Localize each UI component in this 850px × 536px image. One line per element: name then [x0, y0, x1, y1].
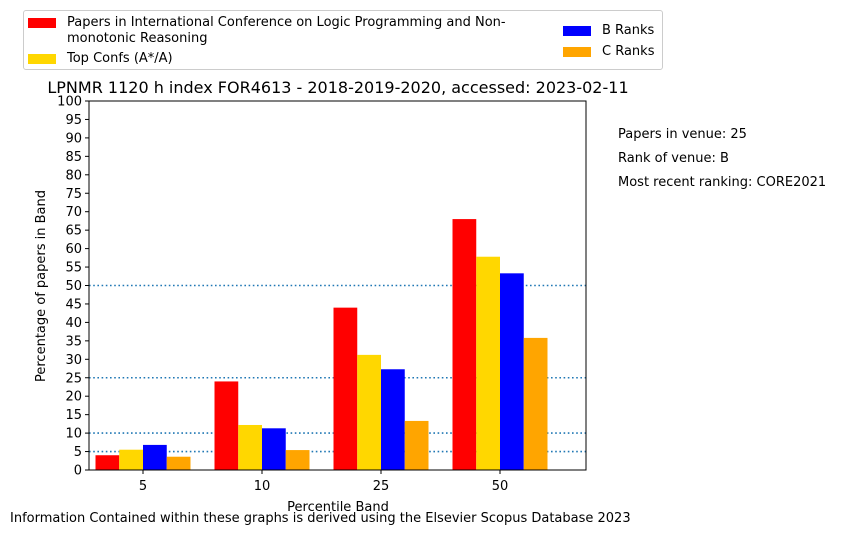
- y-tick-label: 0: [74, 464, 82, 479]
- y-tick-label: 60: [65, 242, 82, 257]
- chart-title: LPNMR 1120 h index FOR4613 - 2018-2019-2…: [47, 78, 628, 97]
- x-tick-label: 50: [492, 479, 509, 494]
- legend-label-b-ranks: B Ranks: [602, 23, 655, 38]
- y-tick-label: 100: [57, 95, 82, 110]
- legend-label-top-confs: Top Confs (A*/A): [67, 51, 173, 66]
- recent-ranking-note: Most recent ranking: CORE2021: [618, 175, 827, 190]
- y-tick-label: 85: [65, 150, 82, 165]
- bar-50-series-2: [500, 273, 524, 470]
- bar-10-series-0: [214, 381, 239, 470]
- y-tick-label: 10: [65, 427, 82, 442]
- bar-5-series-3: [166, 456, 191, 470]
- legend-swatch-orange: [563, 47, 591, 57]
- y-tick-label: 15: [65, 408, 82, 423]
- x-axis: 5 10 25 50: [139, 470, 508, 494]
- bar-group: [95, 219, 548, 470]
- venue-rank-note: Rank of venue: B: [618, 151, 729, 166]
- bar-50-series-3: [523, 337, 548, 470]
- y-tick-label: 80: [65, 168, 82, 183]
- legend-item-venue: Papers in International Conference on Lo…: [28, 15, 506, 47]
- legend-swatch-red: [28, 18, 56, 28]
- y-axis: 0 5 10 15 20 25 30 35 40 45 50 55 60 65 70 75 80 85 90 95 10…: [57, 95, 89, 479]
- bar-10-series-2: [262, 428, 286, 470]
- y-tick-label: 45: [65, 297, 82, 312]
- legend-item-c-ranks: C Ranks: [563, 44, 654, 60]
- bar-50-series-1: [476, 256, 500, 470]
- y-tick-label: 70: [65, 205, 82, 220]
- bar-10-series-1: [238, 424, 262, 470]
- bar-5-series-0: [95, 455, 120, 470]
- bar-50-series-0: [452, 219, 477, 470]
- bar-5-series-2: [143, 444, 167, 470]
- x-tick-label: 5: [139, 479, 147, 494]
- bar-10-series-3: [285, 450, 310, 470]
- y-tick-label: 40: [65, 316, 82, 331]
- y-axis-label: Percentage of papers in Band: [34, 190, 49, 382]
- y-tick-label: 55: [65, 261, 82, 276]
- bar-5-series-1: [119, 449, 143, 470]
- bar-25-series-0: [333, 307, 358, 470]
- y-tick-label: 20: [65, 390, 82, 405]
- bar-25-series-1: [357, 354, 381, 470]
- bar-25-series-2: [381, 369, 405, 470]
- legend-item-b-ranks: B Ranks: [563, 23, 654, 39]
- y-tick-label: 65: [65, 224, 82, 239]
- y-tick-label: 90: [65, 131, 82, 146]
- legend-item-top-confs: Top Confs (A*/A): [28, 51, 173, 67]
- papers-in-venue-note: Papers in venue: 25: [618, 127, 747, 142]
- legend-swatch-blue: [563, 26, 591, 36]
- x-axis-label: Percentile Band: [287, 500, 389, 515]
- y-tick-label: 95: [65, 113, 82, 128]
- legend-label-venue-line2: monotonic Reasoning: [67, 31, 208, 46]
- bar-25-series-3: [404, 420, 429, 470]
- chart-legend: Papers in International Conference on Lo…: [23, 10, 663, 70]
- y-tick-label: 75: [65, 187, 82, 202]
- y-tick-label: 30: [65, 353, 82, 368]
- x-tick-label: 10: [254, 479, 271, 494]
- legend-label-venue-line1: Papers in International Conference on Lo…: [67, 15, 506, 30]
- y-tick-label: 50: [65, 279, 82, 294]
- y-tick-label: 25: [65, 371, 82, 386]
- y-tick-label: 35: [65, 334, 82, 349]
- y-tick-label: 5: [74, 445, 82, 460]
- x-tick-label: 25: [373, 479, 390, 494]
- legend-label-c-ranks: C Ranks: [602, 44, 655, 59]
- legend-swatch-gold: [28, 54, 56, 64]
- data-source-footer: Information Contained within these graph…: [10, 511, 631, 526]
